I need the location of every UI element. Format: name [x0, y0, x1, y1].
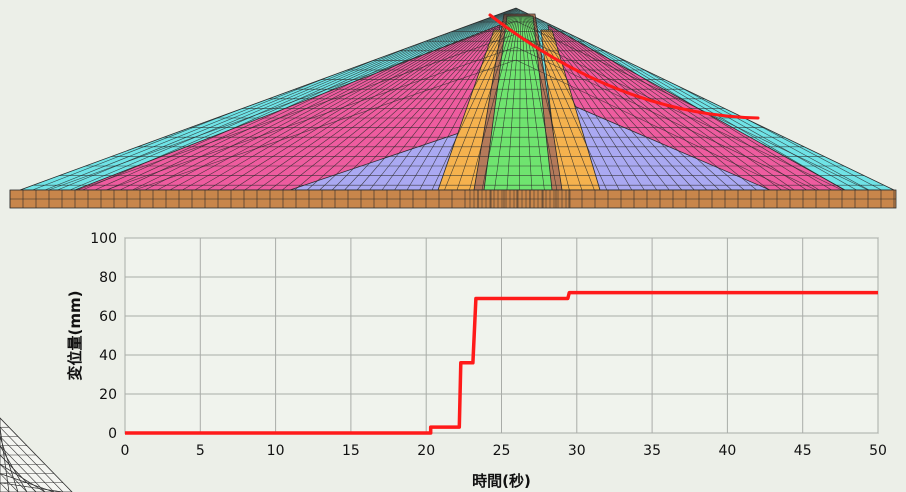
x-tick-label: 15 [342, 443, 360, 459]
y-axis-title: 変位量(mm) [66, 291, 84, 381]
x-axis-title: 時間(秒) [472, 472, 531, 490]
x-tick-label: 45 [794, 443, 812, 459]
dam-cross-section [9, 7, 897, 209]
foundation [9, 189, 897, 209]
x-tick-label: 5 [196, 443, 205, 459]
series-line [125, 290, 878, 435]
foundation-mesh [9, 190, 896, 208]
y-tick-label: 0 [108, 426, 117, 442]
x-tick-label: 0 [121, 443, 130, 459]
y-tick-label: 40 [99, 348, 117, 364]
x-tick-label: 10 [267, 443, 285, 459]
slip-surface-line [488, 13, 760, 120]
x-tick-label: 40 [718, 443, 736, 459]
x-tick-label: 50 [869, 443, 887, 459]
x-tick-label: 30 [568, 443, 586, 459]
x-tick-label: 35 [643, 443, 661, 459]
grid-lines [124, 237, 879, 434]
y-tick-label: 80 [99, 270, 117, 286]
x-tick-label: 20 [417, 443, 435, 459]
y-tick-label: 20 [99, 387, 117, 403]
x-tick-label: 25 [493, 443, 511, 459]
y-tick-label: 60 [99, 309, 117, 325]
triangle-mesh-icon [0, 417, 73, 492]
y-axis-ticks: 0 20 40 60 80 100 [90, 231, 117, 442]
y-tick-label: 100 [90, 231, 117, 247]
x-axis-ticks: 0 5 10 15 20 25 30 35 40 45 50 [121, 443, 887, 459]
